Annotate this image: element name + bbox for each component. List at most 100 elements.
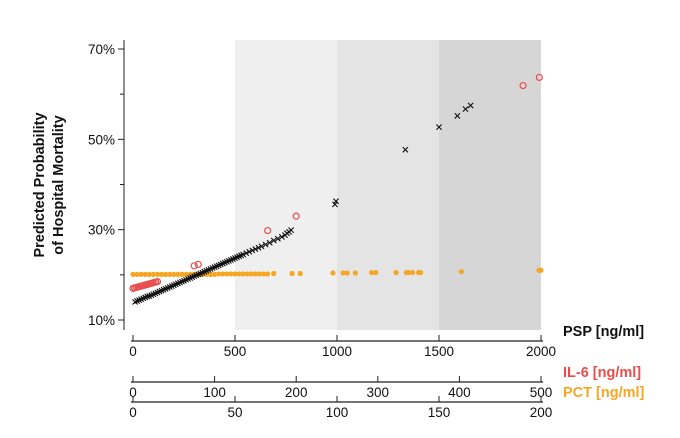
- data-points: [129, 73, 544, 305]
- pct-point: [134, 271, 140, 277]
- x-axis-title: IL-6 [ng/ml]: [563, 365, 641, 381]
- pct-point: [150, 271, 156, 277]
- il6-point: [153, 278, 162, 286]
- psp-point: [243, 250, 250, 257]
- pct-point: [216, 271, 222, 277]
- pct-point: [179, 271, 185, 277]
- psp-point: [402, 146, 409, 153]
- x-axis-2: 0 100 200 300 400 500 IL-6 [ng/ml]: [129, 365, 641, 400]
- pct-point: [146, 271, 152, 277]
- background-bands: [235, 40, 541, 330]
- pct-point: [224, 271, 230, 277]
- pct-point: [232, 271, 238, 277]
- psp-point: [258, 243, 265, 250]
- psp-point: [288, 227, 295, 234]
- psp-point: [270, 237, 277, 244]
- pct-point: [130, 271, 136, 277]
- pct-point: [252, 271, 258, 277]
- pct-point: [163, 271, 169, 277]
- pct-point: [393, 269, 399, 276]
- pct-point: [158, 271, 165, 277]
- psp-point: [467, 102, 474, 109]
- pct-point: [538, 267, 544, 273]
- pct-point: [228, 271, 234, 277]
- il6-point: [535, 73, 543, 82]
- il6-point: [519, 81, 527, 90]
- x-tick-label: 1500: [424, 344, 454, 359]
- pct-point: [138, 271, 144, 277]
- x-axis-1: 0 500 1000 1500 2000 PSP [ng/ml]: [129, 324, 644, 359]
- pct-point: [171, 271, 177, 277]
- psp-point: [274, 235, 281, 242]
- psp-point: [462, 106, 469, 113]
- x-tick-label: 2000: [526, 344, 556, 359]
- pct-point: [405, 269, 411, 276]
- psp-point: [436, 124, 442, 131]
- x-axis-title: PCT [ng/ml]: [563, 385, 645, 401]
- psp-point: [252, 246, 259, 253]
- x-tick-label: 0: [129, 344, 137, 359]
- x-tick-label: 300: [367, 385, 390, 400]
- pct-point: [142, 271, 148, 277]
- pct-point: [220, 271, 226, 277]
- x-tick-label: 50: [227, 405, 242, 420]
- pct-point: [260, 271, 267, 277]
- il6-point: [292, 212, 300, 220]
- pct-point: [369, 269, 375, 276]
- pct-point: [265, 271, 271, 277]
- x-tick-label: 200: [285, 385, 308, 400]
- x-tick-label: 500: [530, 385, 553, 400]
- x-tick-label: 200: [530, 405, 553, 420]
- pct-point: [154, 271, 161, 277]
- x-axis-title: PSP [ng/ml]: [563, 324, 644, 340]
- y-axis-title-line1: Predicted Probability: [32, 112, 48, 257]
- x-tick-label: 150: [428, 405, 451, 420]
- psp-point: [278, 233, 285, 240]
- il6-point: [264, 226, 272, 235]
- pct-point: [271, 270, 277, 277]
- x-tick-label: 0: [129, 405, 137, 420]
- x-tick-label: 400: [448, 385, 471, 400]
- x-tick-label: 0: [129, 385, 137, 400]
- pct-point: [340, 270, 346, 276]
- psp-point: [255, 244, 262, 251]
- psp-point: [454, 112, 461, 119]
- pct-point: [240, 271, 246, 277]
- psp-point: [266, 239, 273, 246]
- pct-point: [167, 271, 173, 277]
- pct-point: [289, 270, 295, 277]
- psp-point: [240, 251, 247, 258]
- y-axis: 70% 50% 30% 10%: [88, 40, 125, 330]
- il6-point: [194, 260, 202, 269]
- psp-point: [246, 248, 253, 255]
- shaded-band-2: [337, 40, 439, 330]
- x-tick-label: 500: [224, 344, 247, 359]
- x-tick-label: 1000: [322, 344, 352, 359]
- pct-point: [175, 271, 181, 277]
- y-tick-label: 50%: [88, 132, 115, 147]
- pct-point: [212, 271, 218, 277]
- pct-point: [330, 270, 336, 276]
- y-tick-label: 70%: [88, 42, 115, 57]
- pct-point: [236, 271, 242, 277]
- pct-point: [256, 271, 263, 277]
- shaded-band-1: [235, 40, 337, 330]
- psp-point: [262, 241, 269, 248]
- pct-point: [297, 270, 303, 277]
- x-tick-label: 100: [326, 405, 349, 420]
- pct-point: [244, 271, 250, 277]
- pct-point: [373, 269, 379, 276]
- pct-point: [344, 270, 350, 276]
- y-tick-label: 10%: [88, 313, 115, 328]
- pct-point: [409, 269, 416, 276]
- psp-point: [332, 198, 339, 205]
- pct-point: [418, 269, 424, 276]
- psp-point: [249, 247, 256, 254]
- y-axis-title-line2: of Hospital Mortality: [51, 115, 67, 254]
- y-tick-label: 30%: [88, 223, 115, 238]
- x-tick-label: 100: [203, 385, 226, 400]
- pct-point: [458, 269, 465, 275]
